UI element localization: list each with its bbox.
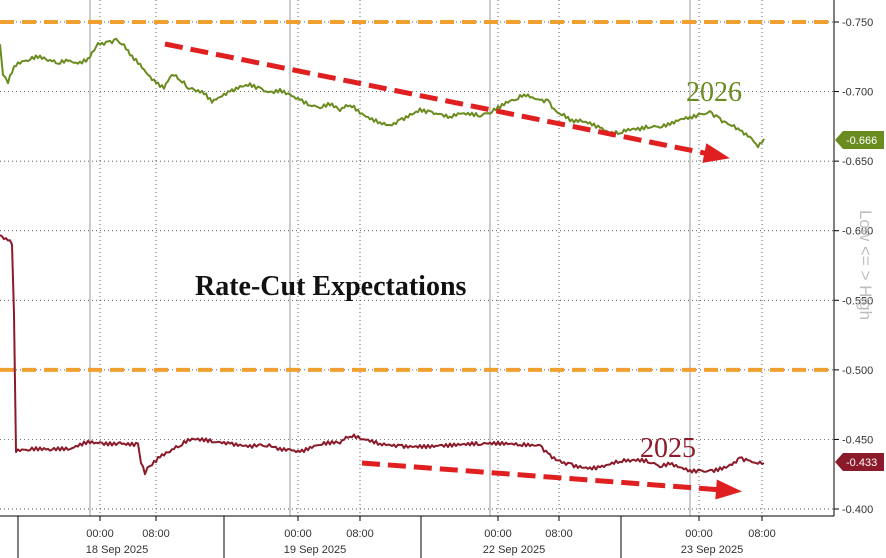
- series-label-2025: 2025: [640, 433, 696, 464]
- y-tick-label: -0.550: [842, 295, 873, 307]
- x-tick-label: 00:00: [86, 528, 114, 540]
- chart-title: Rate-Cut Expectations: [195, 271, 467, 302]
- badge-shape-2026: [835, 131, 884, 149]
- x-tick-label: 08:00: [545, 528, 573, 540]
- x-tick-label: 00:00: [685, 528, 713, 540]
- series-layer: [0, 37, 765, 476]
- y-tick-label: -0.700: [842, 87, 873, 99]
- y-tick-label: -0.450: [842, 434, 873, 446]
- x-tick-label: 00:00: [484, 528, 512, 540]
- trend-arrow-2026-shaft: [164, 41, 725, 160]
- series-line-2025: [0, 234, 765, 476]
- badge-text-2025: -0.433: [846, 457, 877, 469]
- y-tick-label: -0.650: [842, 156, 873, 168]
- x-ticks-layer: 00:00 08:00 00:00 08:00 00:00 08:00 00:00 08:00…: [17, 516, 776, 558]
- trend-arrow-2025-head: [715, 479, 742, 500]
- y-tick-label: -0.500: [842, 365, 873, 377]
- badge-text-2026: -0.666: [846, 135, 877, 147]
- date-label: 22 Sep 2025: [483, 544, 545, 556]
- x-tick-label: 08:00: [748, 528, 776, 540]
- x-tick-label: 08:00: [346, 528, 374, 540]
- trend-arrow-2025-shaft: [361, 460, 737, 494]
- badge-shape-2025: [835, 453, 884, 471]
- date-label: 19 Sep 2025: [284, 544, 346, 556]
- x-tick-label: 00:00: [284, 528, 312, 540]
- last-value-badge-2026: -0.666: [835, 131, 884, 149]
- last-value-badge-2025: -0.433: [835, 453, 884, 471]
- y-axis-title: Low <= > High: [856, 210, 875, 320]
- y-tick-label: -0.750: [842, 17, 873, 29]
- y-tick-label: -0.600: [842, 226, 873, 238]
- trend-arrow-2026-head: [702, 143, 730, 163]
- date-label: 23 Sep 2025: [681, 544, 743, 556]
- date-label: 18 Sep 2025: [86, 544, 148, 556]
- x-tick-label: 08:00: [142, 528, 170, 540]
- series-line-2026: [0, 37, 765, 149]
- reference-lines-layer: [0, 20, 834, 372]
- grid-layer: [0, 0, 834, 516]
- y-ticks-layer: -0.750 -0.700 -0.650 -0.600 -0.550 -0.500 -0.4…: [834, 17, 873, 516]
- trend-arrows-layer: [164, 41, 742, 500]
- series-label-2026: 2026: [686, 77, 742, 108]
- y-tick-label: -0.400: [842, 504, 873, 516]
